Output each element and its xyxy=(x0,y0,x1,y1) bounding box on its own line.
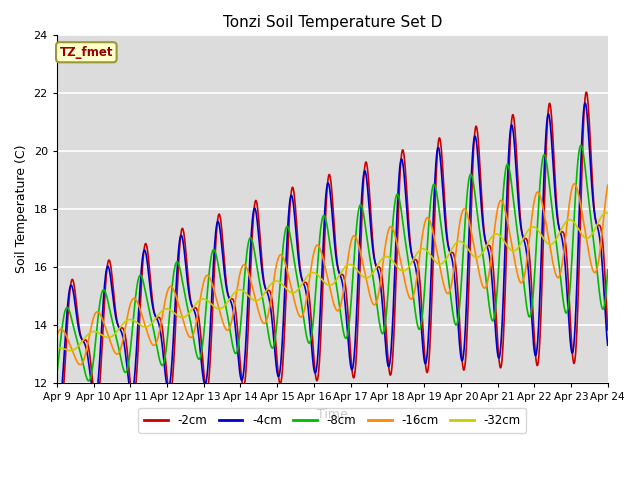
X-axis label: Time: Time xyxy=(317,408,348,420)
-4cm xyxy=(429,216,437,222)
-16cm xyxy=(259,320,267,326)
-2cm xyxy=(281,326,289,332)
-4cm xyxy=(278,346,285,351)
Line: -8cm: -8cm xyxy=(57,145,608,381)
-8cm xyxy=(429,182,437,188)
-8cm xyxy=(604,267,612,273)
Text: TZ_fmet: TZ_fmet xyxy=(60,46,113,59)
-16cm xyxy=(76,362,84,368)
-4cm xyxy=(171,310,179,316)
-2cm xyxy=(171,341,179,347)
-8cm xyxy=(259,299,267,305)
-16cm xyxy=(429,230,437,236)
-16cm xyxy=(570,181,578,187)
-32cm xyxy=(171,311,179,316)
-4cm xyxy=(581,100,589,106)
-4cm xyxy=(53,407,61,412)
Line: -4cm: -4cm xyxy=(57,103,608,411)
-16cm xyxy=(604,182,612,188)
-8cm xyxy=(84,378,92,384)
-16cm xyxy=(278,252,285,258)
-8cm xyxy=(85,378,93,384)
-2cm xyxy=(429,256,437,262)
-32cm xyxy=(604,210,612,216)
-16cm xyxy=(85,336,93,342)
-32cm xyxy=(259,292,267,298)
Y-axis label: Soil Temperature (C): Soil Temperature (C) xyxy=(15,145,28,274)
-32cm xyxy=(603,210,611,216)
-4cm xyxy=(54,408,62,414)
-32cm xyxy=(67,348,74,353)
-2cm xyxy=(604,327,612,333)
Line: -16cm: -16cm xyxy=(57,184,608,365)
-8cm xyxy=(278,257,285,263)
-32cm xyxy=(429,256,437,262)
-2cm xyxy=(582,89,590,95)
-2cm xyxy=(56,412,64,418)
Line: -32cm: -32cm xyxy=(57,213,608,350)
-4cm xyxy=(259,276,267,282)
-16cm xyxy=(171,289,179,295)
-4cm xyxy=(85,360,93,366)
-8cm xyxy=(171,264,179,270)
-2cm xyxy=(278,373,285,379)
-4cm xyxy=(604,342,612,348)
Line: -2cm: -2cm xyxy=(57,92,608,415)
-32cm xyxy=(281,284,289,290)
-8cm xyxy=(53,372,61,378)
-2cm xyxy=(85,345,93,351)
Legend: -2cm, -4cm, -8cm, -16cm, -32cm: -2cm, -4cm, -8cm, -16cm, -32cm xyxy=(138,408,526,432)
-8cm xyxy=(281,231,289,237)
-4cm xyxy=(281,289,289,295)
-2cm xyxy=(259,272,267,278)
-16cm xyxy=(281,259,289,264)
-32cm xyxy=(278,281,285,287)
-32cm xyxy=(85,331,93,336)
-2cm xyxy=(53,399,61,405)
-8cm xyxy=(577,143,585,148)
-16cm xyxy=(53,334,61,339)
Title: Tonzi Soil Temperature Set D: Tonzi Soil Temperature Set D xyxy=(223,15,442,30)
-32cm xyxy=(53,346,61,352)
